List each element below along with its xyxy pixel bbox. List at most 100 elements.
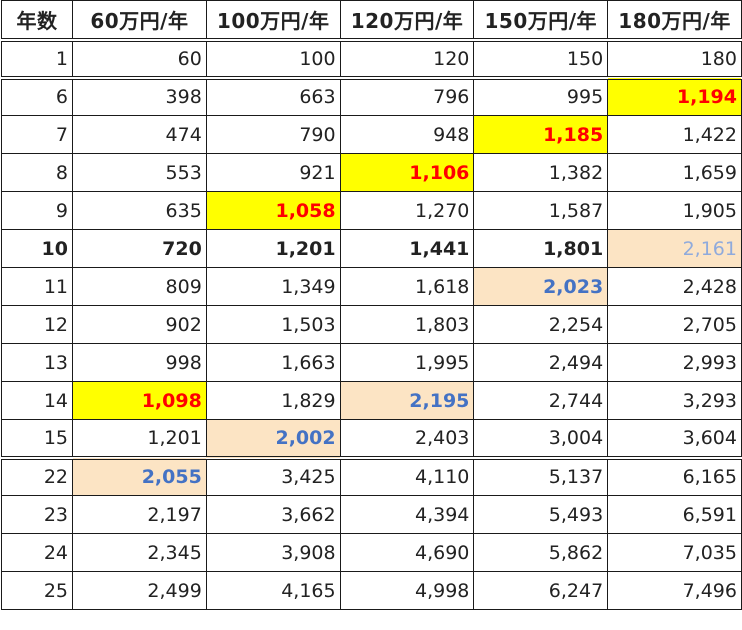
value-cell: 3,004: [473, 419, 609, 460]
value-cell: 180: [607, 39, 742, 80]
header-row: 年数 60万円/年 100万円/年 120万円/年 150万円/年 180万円/…: [1, 0, 742, 42]
value-cell: 120: [339, 39, 475, 80]
value-cell: 1,098: [72, 381, 207, 420]
value-cell: 398: [72, 75, 207, 116]
value-cell: 902: [72, 305, 207, 344]
value-cell: 1,201: [205, 229, 341, 268]
value-cell: 5,862: [473, 533, 609, 572]
value-cell: 6,165: [607, 455, 742, 496]
value-cell: 2,161: [607, 229, 742, 268]
value-cell: 2,428: [607, 267, 742, 306]
value-cell: 1,270: [339, 191, 475, 230]
value-cell: 1,185: [473, 115, 609, 154]
value-cell: 2,197: [72, 495, 207, 534]
value-cell: 2,993: [607, 343, 742, 382]
value-cell: 998: [72, 343, 207, 382]
year-cell: 7: [1, 115, 73, 154]
table-row: 23 2,197 3,662 4,394 5,493 6,591: [1, 495, 742, 534]
value-cell: 2,254: [473, 305, 609, 344]
header-60: 60万円/年: [72, 0, 207, 42]
year-cell: 23: [1, 495, 73, 534]
table-row: 7 474 790 948 1,185 1,422: [1, 115, 742, 154]
value-cell: 2,705: [607, 305, 742, 344]
value-cell: 1,106: [339, 153, 475, 192]
header-120: 120万円/年: [339, 0, 475, 42]
value-cell: 4,690: [339, 533, 475, 572]
header-years: 年数: [1, 0, 73, 42]
value-cell: 5,493: [473, 495, 609, 534]
value-cell: 2,744: [473, 381, 609, 420]
table-row: 22 2,055 3,425 4,110 5,137 6,165: [1, 455, 742, 496]
table-row: 14 1,098 1,829 2,195 2,744 3,293: [1, 381, 742, 420]
year-cell: 10: [1, 229, 73, 268]
header-180: 180万円/年: [607, 0, 742, 42]
table-row: 8 553 921 1,106 1,382 1,659: [1, 153, 742, 192]
value-cell: 1,382: [473, 153, 609, 192]
value-cell: 1,905: [607, 191, 742, 230]
year-cell: 25: [1, 571, 73, 610]
value-cell: 1,659: [607, 153, 742, 192]
table-row: 11 809 1,349 1,618 2,023 2,428: [1, 267, 742, 306]
table-row: 24 2,345 3,908 4,690 5,862 7,035: [1, 533, 742, 572]
value-cell: 790: [205, 115, 341, 154]
value-cell: 4,165: [205, 571, 341, 610]
value-cell: 4,998: [339, 571, 475, 610]
value-cell: 2,403: [339, 419, 475, 460]
value-cell: 2,002: [205, 419, 341, 460]
value-cell: 2,494: [473, 343, 609, 382]
value-cell: 1,441: [339, 229, 475, 268]
year-cell: 1: [1, 39, 73, 80]
year-cell: 13: [1, 343, 73, 382]
value-cell: 1,349: [205, 267, 341, 306]
value-cell: 720: [72, 229, 207, 268]
value-cell: 7,496: [607, 571, 742, 610]
year-cell: 24: [1, 533, 73, 572]
value-cell: 2,055: [72, 455, 207, 496]
year-cell: 12: [1, 305, 73, 344]
table-row: 25 2,499 4,165 4,998 6,247 7,496: [1, 571, 742, 610]
table-row: 9 635 1,058 1,270 1,587 1,905: [1, 191, 742, 230]
value-cell: 5,137: [473, 455, 609, 496]
value-cell: 1,663: [205, 343, 341, 382]
value-cell: 7,035: [607, 533, 742, 572]
table-row: 10 720 1,201 1,441 1,801 2,161: [1, 229, 742, 268]
year-cell: 14: [1, 381, 73, 420]
value-cell: 1,422: [607, 115, 742, 154]
value-cell: 796: [339, 75, 475, 116]
table-header: 年数 60万円/年 100万円/年 120万円/年 150万円/年 180万円/…: [1, 0, 742, 42]
value-cell: 4,394: [339, 495, 475, 534]
value-cell: 100: [205, 39, 341, 80]
value-cell: 1,995: [339, 343, 475, 382]
value-cell: 1,829: [205, 381, 341, 420]
value-cell: 809: [72, 267, 207, 306]
value-cell: 1,058: [205, 191, 341, 230]
table-row: 1 60 100 120 150 180: [1, 39, 742, 80]
value-cell: 3,662: [205, 495, 341, 534]
value-cell: 553: [72, 153, 207, 192]
value-cell: 1,618: [339, 267, 475, 306]
value-cell: 60: [72, 39, 207, 80]
value-cell: 2,195: [339, 381, 475, 420]
year-cell: 8: [1, 153, 73, 192]
value-cell: 2,499: [72, 571, 207, 610]
value-cell: 1,503: [205, 305, 341, 344]
value-cell: 921: [205, 153, 341, 192]
table-body: 1 60 100 120 150 180 6 398 663 796 995 1,194 7 474 790…: [1, 39, 742, 610]
savings-table: 年数 60万円/年 100万円/年 120万円/年 150万円/年 180万円/…: [1, 0, 742, 610]
header-150: 150万円/年: [473, 0, 609, 42]
value-cell: 6,247: [473, 571, 609, 610]
table-row: 6 398 663 796 995 1,194: [1, 75, 742, 116]
table-row: 13 998 1,663 1,995 2,494 2,993: [1, 343, 742, 382]
value-cell: 474: [72, 115, 207, 154]
year-cell: 11: [1, 267, 73, 306]
year-cell: 22: [1, 455, 73, 496]
value-cell: 635: [72, 191, 207, 230]
year-cell: 15: [1, 419, 73, 460]
year-cell: 6: [1, 75, 73, 116]
value-cell: 1,587: [473, 191, 609, 230]
header-100: 100万円/年: [205, 0, 341, 42]
value-cell: 2,345: [72, 533, 207, 572]
value-cell: 1,194: [607, 75, 742, 116]
value-cell: 1,201: [72, 419, 207, 460]
year-cell: 9: [1, 191, 73, 230]
